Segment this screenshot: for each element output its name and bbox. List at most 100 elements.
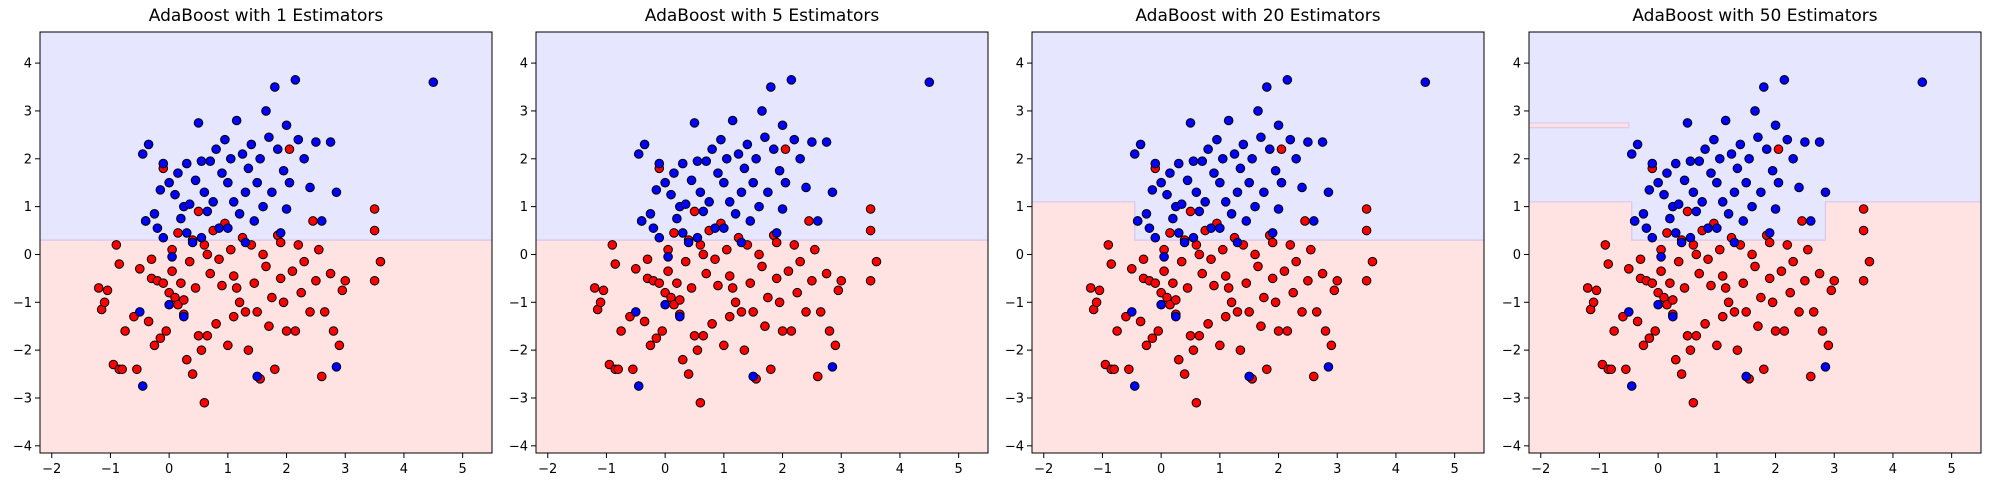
point-class-0 [117,364,127,375]
point-class-0 [1226,297,1237,308]
point-class-0 [1220,271,1231,281]
point-class-0 [223,340,233,351]
point-class-1 [1703,223,1713,233]
y-tick-label: −1 [13,296,32,311]
point-class-1 [1782,134,1793,145]
point-class-1 [639,139,650,150]
point-class-0 [1694,268,1705,279]
point-class-0 [710,254,720,265]
point-class-0 [202,249,213,260]
point-class-1 [1191,187,1202,198]
point-class-1 [666,189,676,200]
point-class-1 [1141,208,1152,219]
y-tick-label: −3 [1005,391,1024,406]
point-class-0 [680,256,691,267]
point-class-0 [589,283,600,293]
point-class-1 [184,199,195,210]
point-class-1 [428,77,439,88]
point-class-1 [258,201,268,212]
point-class-0 [833,285,844,296]
point-class-1 [243,163,254,174]
point-class-0 [134,264,145,274]
point-class-1 [663,252,673,262]
point-class-0 [1756,292,1766,303]
point-class-0 [1679,283,1690,293]
point-class-1 [1303,137,1313,147]
point-class-1 [1420,77,1431,88]
point-class-0 [1858,225,1869,236]
point-class-0 [1803,244,1813,255]
point-class-1 [748,177,758,188]
point-class-1 [1656,252,1666,262]
point-class-0 [225,244,236,255]
axes-frame [39,31,493,454]
point-class-1 [807,137,817,147]
point-class-0 [179,295,189,305]
y-tick-label: −4 [1005,439,1024,454]
point-class-1 [1750,106,1760,116]
point-class-0 [1194,249,1205,260]
point-class-0 [1668,295,1678,305]
point-class-0 [1267,273,1278,284]
point-class-1 [208,197,218,207]
point-class-0 [801,307,811,317]
point-class-0 [780,144,791,155]
point-class-0 [190,283,201,293]
point-class-1 [205,156,216,166]
point-class-0 [1176,256,1187,267]
point-class-1 [760,132,770,143]
scatter-points [1582,75,1928,408]
point-class-1 [1779,75,1790,85]
point-class-0 [1794,307,1804,317]
point-class-0 [736,307,747,317]
point-class-1 [158,158,169,169]
point-class-0 [1179,369,1190,379]
point-class-1 [730,208,741,219]
point-class-0 [724,311,735,322]
axes-frame [1031,31,1485,454]
y-tick-label: 4 [1016,57,1024,72]
point-class-1 [278,165,289,176]
point-class-0 [1858,204,1869,214]
point-class-0 [1361,225,1372,236]
point-class-0 [193,206,204,217]
x-tick-label: 1 [1713,462,1721,477]
point-class-1 [1144,223,1155,233]
point-class-1 [1185,118,1196,128]
point-class-0 [299,256,309,267]
point-class-1 [742,139,753,150]
point-class-1 [821,137,832,147]
point-class-1 [281,120,292,131]
point-class-0 [1300,216,1310,226]
y-tick-label: 4 [24,57,32,72]
x-tick-label: 2 [778,462,786,477]
chart-title: AdaBoost with 50 Estimators [1632,6,1877,26]
point-class-1 [1759,82,1769,92]
point-class-0 [337,285,348,296]
point-class-0 [308,216,318,226]
x-tick-label: 3 [1333,462,1341,477]
point-class-0 [196,345,207,355]
point-class-1 [1276,177,1287,188]
region-class-0 [536,240,988,453]
point-class-0 [1308,371,1319,382]
point-class-1 [1794,182,1804,193]
point-class-1 [331,362,342,372]
point-class-0 [1691,249,1702,260]
point-class-0 [1738,278,1749,288]
point-class-1 [698,206,709,217]
point-class-0 [261,261,271,272]
point-class-0 [1361,204,1372,214]
point-class-0 [1741,307,1751,317]
point-class-1 [196,232,207,243]
y-tick-label: 3 [1016,104,1024,119]
point-class-1 [1691,206,1702,217]
point-class-0 [187,369,198,379]
point-class-1 [1662,168,1672,178]
point-class-0 [278,297,289,308]
point-class-1 [1653,299,1663,310]
point-class-1 [1162,189,1172,200]
point-class-1 [701,156,712,166]
point-class-1 [777,120,788,131]
point-class-0 [228,311,239,322]
